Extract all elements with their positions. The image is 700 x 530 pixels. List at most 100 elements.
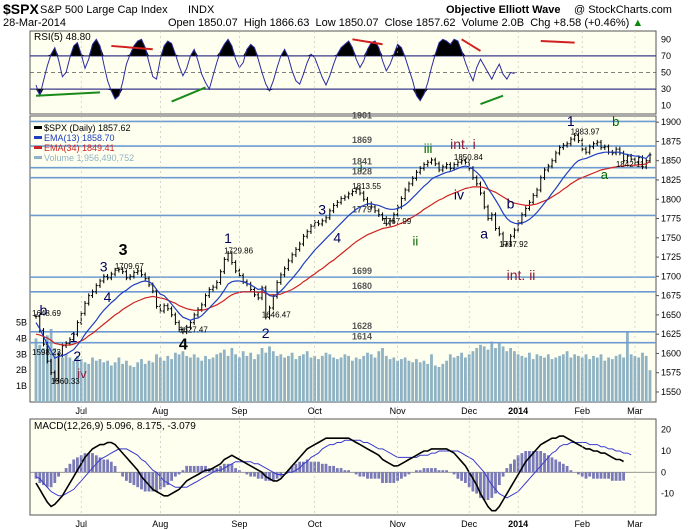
volume-bar xyxy=(384,355,388,402)
rsi-label: RSI(5) 48.80 xyxy=(34,32,91,43)
macd-tick-label: 20 xyxy=(661,425,671,435)
volume-bar xyxy=(109,365,113,402)
volume-tick-label: 5B xyxy=(16,318,27,328)
volume-bar xyxy=(222,349,226,402)
date-label: 28-Mar-2014 xyxy=(3,17,66,29)
volume-bar xyxy=(290,352,294,402)
price-tick-label: 1875 xyxy=(661,136,681,146)
macd-histogram-bar xyxy=(362,472,366,477)
wave-label: a xyxy=(480,226,488,242)
macd-histogram-bar xyxy=(407,472,411,475)
volume-bar xyxy=(68,357,72,402)
price-tick-label: 1550 xyxy=(661,387,681,397)
macd-histogram-bar xyxy=(177,472,181,475)
price-annotation: 1813.55 xyxy=(352,182,381,191)
volume-bar xyxy=(561,354,565,402)
macd-histogram-bar xyxy=(170,472,173,481)
volume-bar xyxy=(388,359,392,402)
price-tick-label: 1800 xyxy=(661,194,681,204)
volume-bar xyxy=(170,359,173,402)
volume-bar xyxy=(332,357,335,402)
volume-bar xyxy=(166,355,170,402)
macd-histogram-bar xyxy=(109,461,113,473)
macd-histogram-bar xyxy=(162,472,166,488)
macd-histogram-bar xyxy=(520,453,524,473)
volume-bar xyxy=(592,355,595,402)
volume-bar xyxy=(415,359,418,402)
volume-bar xyxy=(94,360,98,402)
volume-bar xyxy=(117,357,121,402)
macd-histogram-bar xyxy=(196,465,200,473)
macd-histogram-bar xyxy=(384,472,388,483)
volume-bar xyxy=(91,357,94,402)
volume-bar xyxy=(482,346,486,402)
ohlc-readout: Open 1850.07 High 1866.63 Low 1850.07 Cl… xyxy=(168,17,643,29)
volume-bar xyxy=(633,355,637,402)
macd-histogram-bar xyxy=(332,465,335,473)
macd-histogram-bar xyxy=(290,465,294,473)
volume-bar xyxy=(121,363,124,402)
wave-label: b xyxy=(612,114,619,129)
volume-bar xyxy=(362,355,366,402)
rsi-trendline xyxy=(480,94,504,105)
volume-bar xyxy=(279,354,283,402)
macd-histogram-bar xyxy=(343,470,347,473)
macd-histogram-bar xyxy=(166,472,170,486)
volume-bar xyxy=(238,357,241,402)
rsi-trendline xyxy=(35,91,101,97)
volume-bar xyxy=(610,359,614,402)
rsi-trendline xyxy=(540,39,575,44)
volume-bar xyxy=(204,355,207,402)
volume-bar xyxy=(524,357,528,402)
macd-histogram-bar xyxy=(317,461,320,473)
volume-bar xyxy=(535,354,539,402)
macd-histogram-bar xyxy=(618,472,622,481)
volume-bar xyxy=(430,354,433,402)
macd-histogram-bar xyxy=(479,472,482,498)
volume-bar xyxy=(464,357,467,402)
macd-histogram-bar xyxy=(354,472,358,475)
macd-histogram-bar xyxy=(403,472,407,477)
open-value: 1850.07 xyxy=(197,17,238,29)
rsi-tick-label: 90 xyxy=(661,34,671,44)
volume-bar xyxy=(162,360,166,402)
volume-bar xyxy=(125,360,128,402)
volume-bar xyxy=(637,357,641,402)
volume-bar xyxy=(497,343,501,402)
volume-bar xyxy=(335,359,339,402)
macd-histogram-bar xyxy=(174,472,177,477)
volume-bar xyxy=(343,354,347,402)
volume-bar xyxy=(441,363,445,402)
macd-histogram-bar xyxy=(614,472,618,481)
macd-histogram-bar xyxy=(305,459,309,473)
volume-bar xyxy=(38,344,42,402)
price-tick-label: 1825 xyxy=(661,175,681,185)
volume-bar xyxy=(513,351,516,402)
x-axis-label: Nov xyxy=(390,519,407,529)
macd-histogram-bar xyxy=(324,463,328,473)
volume-bar xyxy=(445,360,448,402)
volume-bar xyxy=(501,346,505,402)
volume-bar xyxy=(433,365,437,402)
volume-tick-label: 4B xyxy=(16,333,27,343)
price-level-label: 1828 xyxy=(352,167,372,177)
volume-bar xyxy=(573,354,577,402)
macd-label: MACD(12,26,9) 5.096, 8.175, -3.079 xyxy=(34,421,196,432)
macd-histogram-bar xyxy=(561,463,565,473)
price-annotation: 1842.11 xyxy=(616,160,645,169)
macd-histogram-bar xyxy=(603,472,607,479)
macd-histogram-bar xyxy=(91,453,94,473)
volume-bar xyxy=(622,357,625,402)
price-level-label: 1779 xyxy=(352,204,372,214)
volume-bar xyxy=(132,367,136,402)
wave-label: 1 xyxy=(224,230,232,246)
volume-bar xyxy=(42,348,45,402)
volume-bar xyxy=(607,357,610,402)
macd-histogram-bar xyxy=(437,470,441,473)
ema13-line xyxy=(35,151,651,359)
volume-bar xyxy=(644,355,648,402)
macd-histogram-bar xyxy=(68,463,72,473)
volume-bar xyxy=(520,355,524,402)
macd-histogram-bar xyxy=(320,463,324,473)
volume-bar xyxy=(83,362,87,402)
